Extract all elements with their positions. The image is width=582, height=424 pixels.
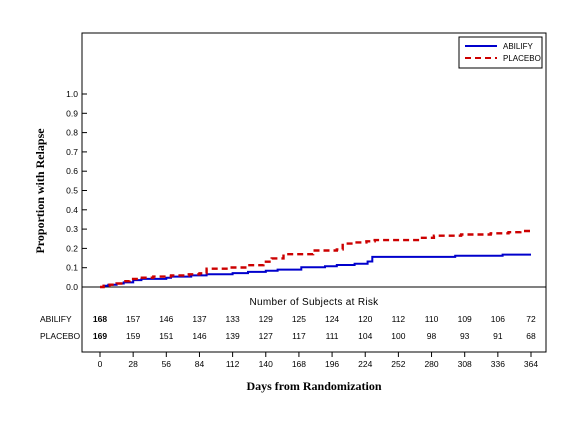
x-axis: 0 28 56 84 112 140 168 196 224 252 280 308 336 364 [98,352,538,369]
y-axis-title: Proportion with Relapse [33,128,47,254]
risk-table: Number of Subjects at Risk ABILIFY 168 157… [40,297,536,341]
risk-count: 111 [326,331,339,341]
x-tick-label: 336 [491,359,505,369]
risk-count: 106 [491,314,505,324]
risk-count: 159 [126,331,140,341]
y-tick-label: 0.7 [66,147,78,157]
x-axis-title: Days from Randomization [246,379,381,393]
risk-count: 120 [358,314,372,324]
y-tick-label: 0.6 [66,166,78,176]
x-tick-label: 84 [195,359,205,369]
series-layer [100,229,531,289]
y-tick-label: 0.0 [66,282,78,292]
y-tick-label: 0.8 [66,128,78,138]
x-tick-label: 252 [391,359,405,369]
legend-box [458,36,543,69]
legend: ABILIFY PLACEBO [458,36,543,69]
y-tick-label: 1.0 [66,89,78,99]
risk-row-label: ABILIFY [40,314,72,324]
x-tick-label: 112 [226,359,240,369]
y-tick-label: 0.5 [66,186,78,196]
risk-count: 127 [259,331,273,341]
y-tick-label: 0.2 [66,243,78,253]
legend-label-placebo: PLACEBO [503,54,541,63]
x-tick-label: 56 [162,359,172,369]
x-tick-label: 28 [128,359,138,369]
x-tick-label: 308 [458,359,472,369]
legend-label-abilify: ABILIFY [503,42,533,51]
y-tick-label: 0.3 [66,224,78,234]
risk-count: 129 [259,314,273,324]
y-tick-label: 0.4 [66,205,78,215]
x-tick-label: 224 [358,359,372,369]
x-tick-label: 280 [424,359,438,369]
risk-count: 146 [192,331,206,341]
risk-count: 168 [93,314,107,324]
risk-count: 93 [460,331,470,341]
y-tick-label: 0.1 [66,263,78,273]
risk-count: 169 [93,331,107,341]
risk-row-label: PLACEBO [40,331,81,341]
risk-count: 68 [526,331,536,341]
risk-count: 137 [192,314,206,324]
risk-count: 151 [159,331,173,341]
risk-count: 133 [226,314,240,324]
risk-count: 117 [292,331,306,341]
risk-count: 98 [427,331,437,341]
plot-frame [81,32,547,353]
series-line-placebo [100,229,531,289]
x-tick-label: 168 [292,359,306,369]
x-tick-label: 140 [259,359,273,369]
x-tick-label: 0 [98,359,103,369]
risk-count: 125 [292,314,306,324]
risk-table-title: Number of Subjects at Risk [250,297,380,308]
risk-count: 124 [325,314,339,324]
y-tick-label: 0.9 [66,108,78,118]
risk-count: 100 [391,331,405,341]
risk-count: 91 [493,331,503,341]
x-tick-label: 364 [524,359,538,369]
x-tick-label: 196 [325,359,339,369]
series-line-abilify [100,253,531,288]
risk-count: 72 [526,314,536,324]
risk-count: 139 [226,331,240,341]
risk-count: 146 [159,314,173,324]
risk-count: 112 [392,314,406,324]
risk-count: 104 [358,331,372,341]
risk-count: 110 [425,314,439,324]
risk-count: 157 [126,314,140,324]
y-axis: 0.0 0.1 0.2 0.3 0.4 0.5 0.6 0.7 0.8 0.9 1.0 [66,89,87,292]
risk-count: 109 [458,314,472,324]
